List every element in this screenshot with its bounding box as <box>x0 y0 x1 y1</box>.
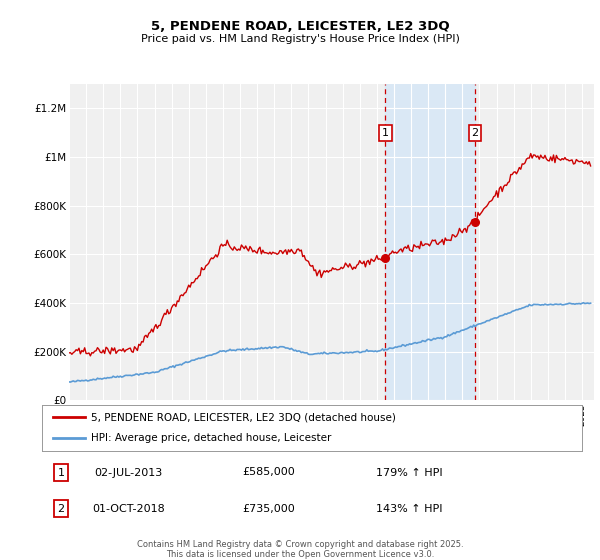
Text: HPI: Average price, detached house, Leicester: HPI: Average price, detached house, Leic… <box>91 433 331 444</box>
Text: 5, PENDENE ROAD, LEICESTER, LE2 3DQ: 5, PENDENE ROAD, LEICESTER, LE2 3DQ <box>151 20 449 32</box>
Text: Contains HM Land Registry data © Crown copyright and database right 2025.: Contains HM Land Registry data © Crown c… <box>137 540 463 549</box>
Text: 2: 2 <box>58 504 64 514</box>
Text: £585,000: £585,000 <box>242 468 295 478</box>
Text: 1: 1 <box>382 128 389 138</box>
Text: 02-JUL-2013: 02-JUL-2013 <box>94 468 163 478</box>
Text: 01-OCT-2018: 01-OCT-2018 <box>92 504 165 514</box>
Text: 5, PENDENE ROAD, LEICESTER, LE2 3DQ (detached house): 5, PENDENE ROAD, LEICESTER, LE2 3DQ (det… <box>91 412 395 422</box>
Bar <box>385 84 475 400</box>
Text: 2: 2 <box>472 128 479 138</box>
Text: This data is licensed under the Open Government Licence v3.0.: This data is licensed under the Open Gov… <box>166 550 434 559</box>
Text: 179% ↑ HPI: 179% ↑ HPI <box>376 468 443 478</box>
Text: Price paid vs. HM Land Registry's House Price Index (HPI): Price paid vs. HM Land Registry's House … <box>140 34 460 44</box>
Text: 143% ↑ HPI: 143% ↑ HPI <box>376 504 442 514</box>
Text: £735,000: £735,000 <box>242 504 295 514</box>
Text: 1: 1 <box>58 468 64 478</box>
